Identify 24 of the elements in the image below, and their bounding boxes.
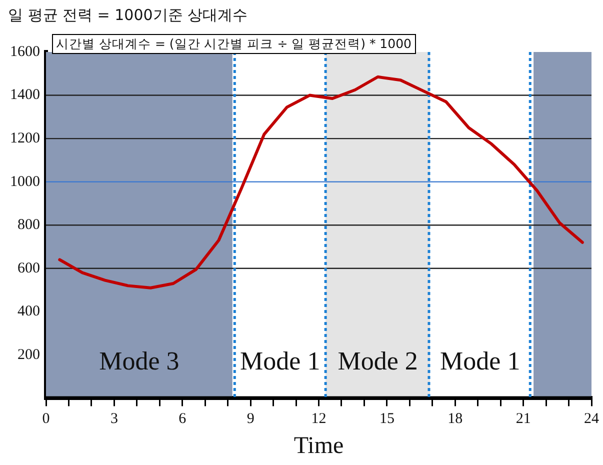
- y-tick-label: 800: [18, 217, 40, 234]
- band-label: Mode 3: [99, 346, 180, 376]
- y-tick-label: 400: [18, 304, 40, 320]
- y-tick-label: 200: [18, 346, 40, 363]
- band-label: Mode 1: [240, 346, 320, 376]
- y-tick-label: 1600: [10, 44, 40, 60]
- y-tick-label: 1200: [10, 130, 40, 146]
- x-tick-label: 18: [448, 411, 463, 428]
- x-tick-label: 21: [516, 411, 531, 428]
- x-tick-label: 12: [311, 411, 326, 428]
- y-tick-label: 600: [18, 260, 40, 276]
- chart-subtitle: 시간별 상대계수 = (일간 시간별 피크 ÷ 일 평균전력) * 1000: [52, 34, 416, 54]
- y-tick-label: 1400: [10, 87, 40, 104]
- x-tick-label: 3: [110, 411, 118, 428]
- band-label: Mode 2: [338, 346, 418, 376]
- x-tick-label: 9: [246, 411, 254, 428]
- x-tick-label: 0: [42, 411, 50, 428]
- x-axis-title: Time: [294, 432, 344, 459]
- x-tick-label: 6: [178, 411, 187, 428]
- band-label: Mode 1: [440, 346, 520, 376]
- x-tick-label: 15: [379, 411, 394, 428]
- y-tick-label: 1000: [10, 174, 40, 190]
- chart-title: 일 평균 전력 = 1000기준 상대계수: [8, 6, 248, 25]
- x-tick-label: 24: [584, 411, 600, 428]
